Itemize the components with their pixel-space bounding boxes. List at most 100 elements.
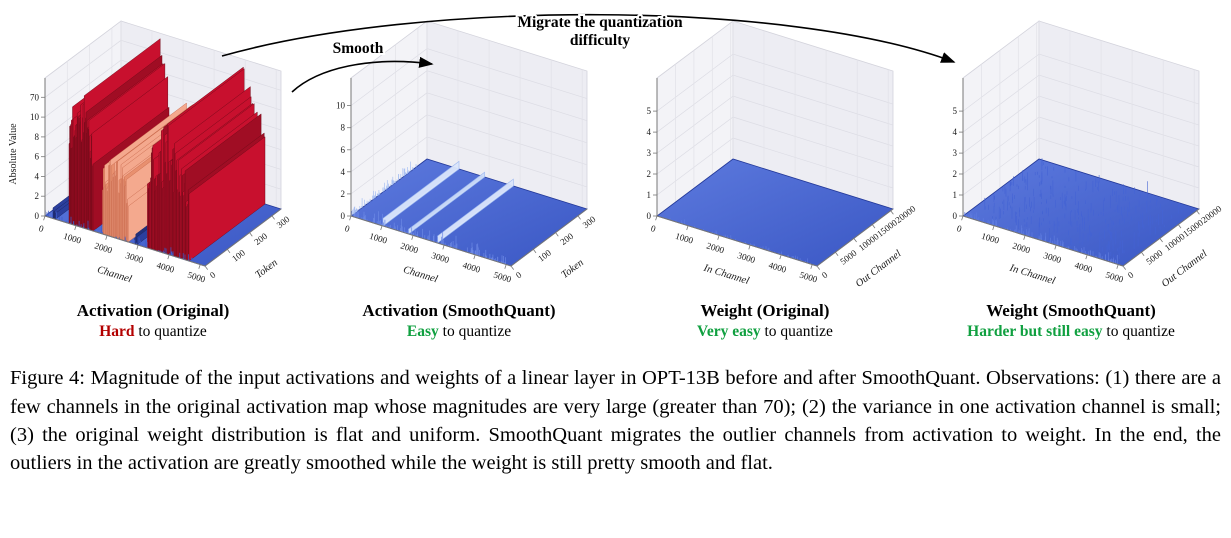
y-tick-label: 0 xyxy=(1126,269,1136,280)
tick-mark xyxy=(555,232,559,237)
gridline xyxy=(1038,53,1200,105)
x-axis-label: In Channel xyxy=(1007,262,1056,287)
plot-subtitle: Very easy to quantize xyxy=(615,323,915,341)
z-tick-label: 4 xyxy=(35,171,40,181)
gridline xyxy=(426,136,588,188)
y-tick-label: 100 xyxy=(230,247,247,263)
x-tick-label: 0 xyxy=(650,223,658,234)
z-tick-label: 8 xyxy=(35,132,40,142)
plot-caption: Weight (Original) Very easy to quantize xyxy=(615,301,915,340)
x-tick-label: 1000 xyxy=(674,231,695,246)
x-tick-label: 5000 xyxy=(492,270,513,285)
plot-title: Weight (Original) xyxy=(700,301,830,320)
x-tick-label: 2000 xyxy=(93,241,114,256)
x-axis xyxy=(656,215,818,267)
y-tick-label: 200 xyxy=(252,231,269,247)
gridline xyxy=(426,114,588,166)
tick-mark xyxy=(816,265,821,270)
subtitle-rest: to quantize xyxy=(760,322,833,340)
x-tick-label: 5000 xyxy=(186,270,207,285)
y-tick-label: 20000 xyxy=(893,203,917,225)
z-tick-label: 0 xyxy=(35,211,40,221)
y-axis-label: Out Channel xyxy=(1160,248,1210,289)
tick-mark xyxy=(992,225,995,231)
y-tick-label: 300 xyxy=(581,214,598,230)
y-axis xyxy=(204,208,282,267)
ridge xyxy=(408,171,485,235)
figure-caption: Figure 4: Magnitude of the input activat… xyxy=(10,364,1221,477)
caption-text: Magnitude of the input activations and w… xyxy=(10,367,1222,475)
z-tick-label: 2 xyxy=(953,169,958,179)
tick-mark xyxy=(871,224,876,229)
x-tick-label: 2000 xyxy=(1011,241,1032,256)
y-axis-label: Token xyxy=(254,257,280,281)
plot-subtitle: Hard to quantize xyxy=(3,323,303,341)
subtitle-emphasis: Easy xyxy=(406,322,439,340)
x-axis xyxy=(350,215,512,267)
tick-mark xyxy=(1085,254,1088,260)
x-tick-label: 5000 xyxy=(1104,270,1125,285)
gridline xyxy=(44,40,122,98)
tick-mark xyxy=(961,215,964,221)
tick-mark xyxy=(577,215,581,220)
subtitle-emphasis: Hard xyxy=(99,322,135,340)
x-tick-label: 2000 xyxy=(399,241,420,256)
x-tick-label: 3000 xyxy=(736,250,757,265)
tick-mark xyxy=(504,264,507,269)
z-tick-label: 3 xyxy=(953,148,958,158)
x-tick-label: 4000 xyxy=(155,260,176,275)
gridline xyxy=(656,53,734,112)
gridline xyxy=(350,114,428,173)
gridline xyxy=(1038,116,1200,168)
figure-4: Smooth Migrate the quantization difficul… xyxy=(0,6,1231,340)
x-tick-label: 4000 xyxy=(767,260,788,275)
tick-mark xyxy=(204,265,209,270)
tick-mark xyxy=(717,235,720,240)
z-tick-label: 1 xyxy=(953,190,958,200)
plot-title: Activation (SmoothQuant) xyxy=(362,301,556,320)
gridline xyxy=(732,74,894,126)
x-tick-label: 3000 xyxy=(1042,250,1063,265)
tick-mark xyxy=(835,251,839,257)
gridline xyxy=(426,92,588,144)
tick-mark xyxy=(411,235,414,240)
z-tick-label: 0 xyxy=(341,211,346,221)
gridline xyxy=(1038,137,1200,189)
x-axis-label: In Channel xyxy=(701,262,750,287)
y-axis xyxy=(510,208,588,267)
plot-panel-activation-smoothquant: 0 2 4 6 8 10 0 1000 2000 3000 4000 5000 0 100 200 300 Ch… xyxy=(309,6,609,340)
gridline xyxy=(1038,74,1200,126)
x-tick-label: 0 xyxy=(38,223,46,234)
tick-mark xyxy=(686,225,689,231)
x-axis-label: Channel xyxy=(402,264,439,285)
y-tick-label: 100 xyxy=(536,247,553,263)
tick-mark xyxy=(1023,235,1026,240)
tick-mark xyxy=(1141,251,1145,257)
tick-mark xyxy=(1159,238,1163,243)
x-tick-label: 0 xyxy=(344,223,352,234)
z-tick-label: 2 xyxy=(341,189,346,199)
gridline xyxy=(656,95,734,154)
tick-mark xyxy=(1122,265,1127,270)
gridline xyxy=(962,116,1040,175)
plot-caption: Activation (Original) Hard to quantize xyxy=(3,301,303,340)
tick-mark xyxy=(1196,210,1200,215)
tick-mark xyxy=(167,254,170,260)
z-tick-label: 4 xyxy=(953,127,958,137)
gridline xyxy=(44,59,122,118)
tick-mark xyxy=(473,254,476,260)
gridline xyxy=(656,137,734,196)
x-axis-label: Channel xyxy=(96,264,133,285)
tick-mark xyxy=(1177,224,1182,229)
y-tick-label: 200 xyxy=(558,231,575,247)
plot-panel-weight-original: 0 1 2 3 4 5 0 1000 2000 3000 4000 5000 0 5000 10000 150… xyxy=(615,6,918,340)
z-tick-label: 6 xyxy=(341,145,346,155)
y-axis xyxy=(816,208,894,267)
tick-mark xyxy=(226,249,231,254)
x-axis xyxy=(962,215,1124,267)
gridline xyxy=(350,92,428,151)
subtitle-emphasis: Very easy xyxy=(697,322,761,340)
